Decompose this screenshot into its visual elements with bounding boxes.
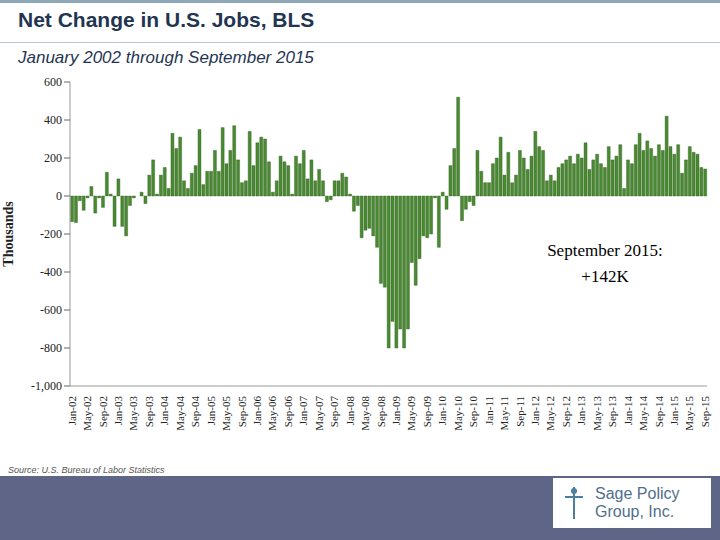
svg-text:Jan-08: Jan-08 <box>344 396 356 426</box>
svg-text:Jan-11: Jan-11 <box>483 396 495 425</box>
svg-text:May-12: May-12 <box>544 396 556 431</box>
svg-text:Sep-04: Sep-04 <box>189 396 201 428</box>
svg-text:May-11: May-11 <box>498 396 510 430</box>
html-text:+142K: +142K <box>581 267 629 286</box>
svg-text:May-05: May-05 <box>220 396 232 431</box>
svg-text:Sep-13: Sep-13 <box>606 396 618 428</box>
svg-text:Jan-12: Jan-12 <box>529 396 541 425</box>
svg-text:-400: -400 <box>40 265 62 279</box>
svg-text:May-13: May-13 <box>591 396 603 431</box>
svg-text:0: 0 <box>56 189 62 203</box>
svg-text:May-14: May-14 <box>637 396 649 431</box>
svg-text:May-06: May-06 <box>266 396 278 431</box>
svg-text:Sep-15: Sep-15 <box>699 396 711 428</box>
svg-text:Jan-06: Jan-06 <box>251 396 263 426</box>
svg-text:Sep-10: Sep-10 <box>467 396 479 428</box>
svg-text:Jan-09: Jan-09 <box>390 396 402 426</box>
svg-text:Sep-11: Sep-11 <box>514 396 526 427</box>
svg-text:Jan-10: Jan-10 <box>436 396 448 426</box>
svg-text:600: 600 <box>44 75 62 89</box>
svg-text:-1,000: -1,000 <box>31 379 62 393</box>
svg-text:400: 400 <box>44 113 62 127</box>
html-text:Sage Policy Group, Inc.: Sage Policy Group, Inc. <box>595 485 680 520</box>
svg-text:Sep-08: Sep-08 <box>375 396 387 428</box>
html-text:Net Change in U.S. Jobs, BLS: Net Change in U.S. Jobs, BLS <box>18 8 315 31</box>
svg-text:-600: -600 <box>40 303 62 317</box>
svg-text:Sep-06: Sep-06 <box>282 396 294 428</box>
svg-text:Jan-05: Jan-05 <box>205 396 217 426</box>
svg-text:May-04: May-04 <box>174 396 186 431</box>
svg-text:May-08: May-08 <box>359 396 371 431</box>
svg-text:Sep-09: Sep-09 <box>421 396 433 428</box>
svg-text:Jan-03: Jan-03 <box>112 396 124 426</box>
svg-text:May-10: May-10 <box>452 396 464 431</box>
svg-text:Sep-03: Sep-03 <box>143 396 155 428</box>
svg-text:Thousands: Thousands <box>8 201 16 267</box>
svg-text:May-07: May-07 <box>313 396 325 431</box>
svg-text:May-02: May-02 <box>81 396 93 431</box>
html-text:Source: U.S. Bureau of Labor S: Source: U.S. Bureau of Labor Statistics <box>8 465 165 475</box>
svg-text:-200: -200 <box>40 227 62 241</box>
html-text:September 2015:: September 2015: <box>547 241 663 260</box>
svg-text:Sep-14: Sep-14 <box>653 396 665 428</box>
svg-text:Sep-02: Sep-02 <box>97 396 109 427</box>
svg-text:Sep-12: Sep-12 <box>560 396 572 427</box>
svg-text:May-03: May-03 <box>128 396 140 431</box>
html-text:January 2002 through September: January 2002 through September 2015 <box>18 48 314 67</box>
svg-text:Jan-02: Jan-02 <box>66 396 78 425</box>
svg-text:Jan-13: Jan-13 <box>575 396 587 426</box>
svg-text:Jan-14: Jan-14 <box>622 396 634 426</box>
svg-text:Jan-04: Jan-04 <box>158 396 170 426</box>
svg-text:Jan-07: Jan-07 <box>297 396 309 426</box>
svg-text:200: 200 <box>44 151 62 165</box>
svg-text:May-15: May-15 <box>683 396 695 431</box>
svg-text:-800: -800 <box>40 341 62 355</box>
svg-text:Sep-07: Sep-07 <box>328 396 340 428</box>
svg-text:May-09: May-09 <box>405 396 417 431</box>
svg-text:Sep-05: Sep-05 <box>236 396 248 428</box>
svg-text:Jan-15: Jan-15 <box>668 396 680 426</box>
